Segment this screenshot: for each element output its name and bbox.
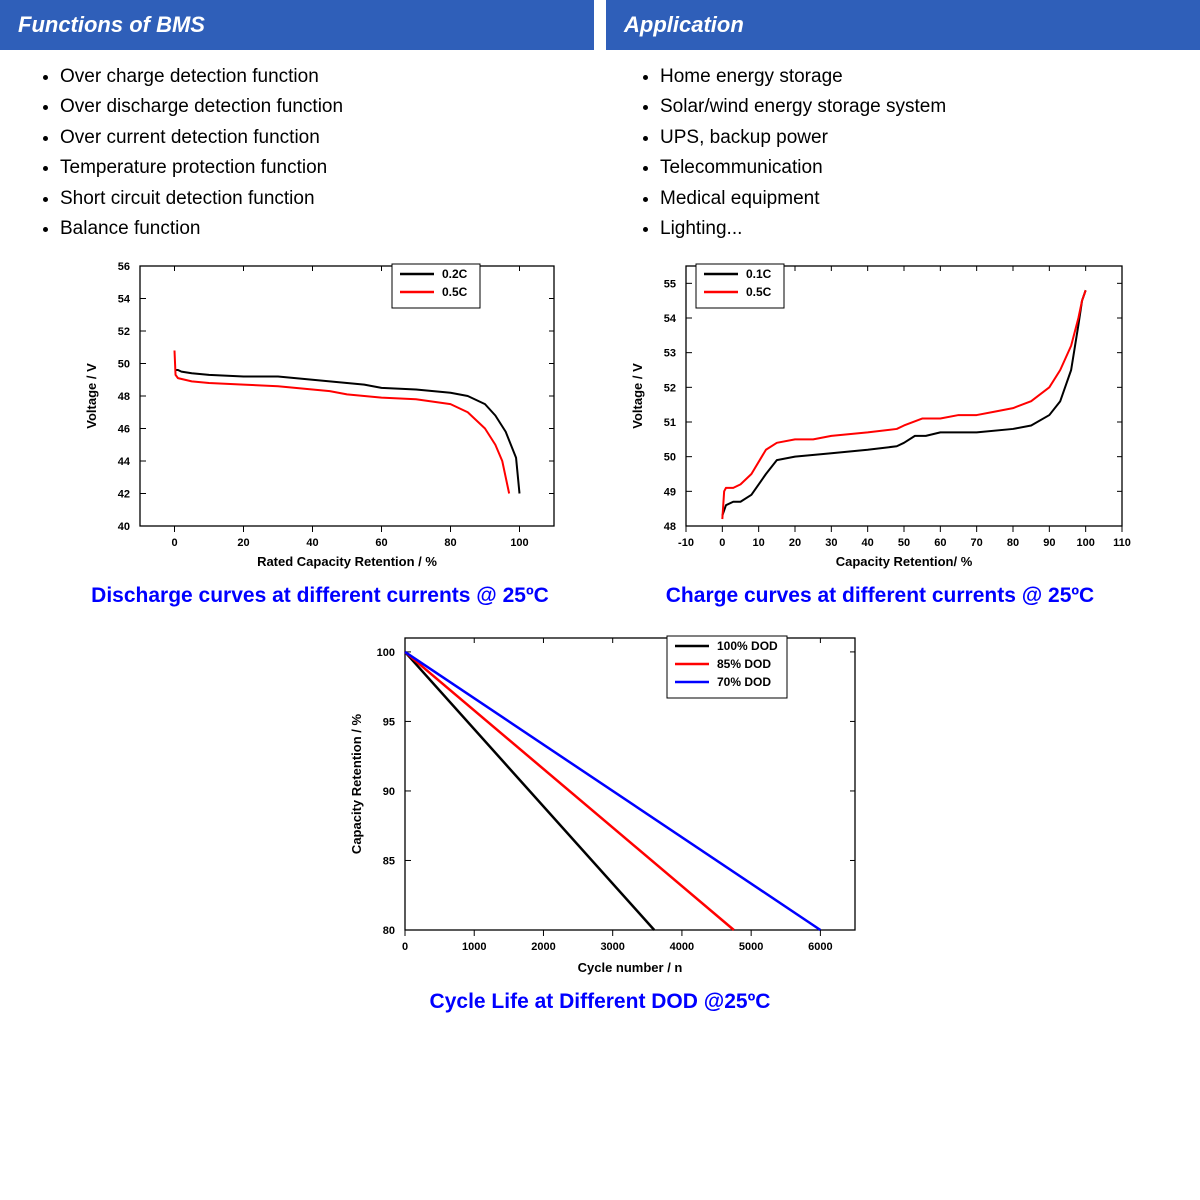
cycle-caption: Cycle Life at Different DOD @25ºC (325, 990, 875, 1014)
bms-functions-title: Functions of BMS (18, 12, 205, 37)
svg-text:46: 46 (118, 424, 130, 436)
svg-text:52: 52 (118, 326, 130, 338)
svg-text:44: 44 (118, 456, 131, 468)
svg-text:100: 100 (510, 537, 528, 549)
bms-functions-item: Over discharge detection function (60, 92, 570, 122)
svg-text:3000: 3000 (600, 941, 624, 953)
svg-text:60: 60 (934, 537, 946, 549)
svg-text:56: 56 (118, 261, 130, 273)
charge-chart: -10 0 10 20 30 40 50 60 70 80 90 100 110 48 49 50 51 52 53… (620, 248, 1140, 608)
application-item: Lighting... (660, 214, 1170, 244)
discharge-caption: Discharge curves at different currents @… (70, 584, 570, 608)
svg-text:55: 55 (664, 279, 676, 291)
bms-functions-item: Short circuit detection function (60, 184, 570, 214)
svg-text:Voltage / V: Voltage / V (630, 363, 645, 429)
svg-text:49: 49 (664, 487, 676, 499)
svg-text:0.2C: 0.2C (442, 267, 468, 281)
svg-text:0.1C: 0.1C (746, 267, 772, 281)
svg-text:20: 20 (237, 537, 249, 549)
bms-functions-list: Over charge detection functionOver disch… (0, 50, 600, 244)
cycle-life-chart: 0 1000 2000 3000 4000 5000 6000 80 85 90 95 100 Cycl… (325, 624, 875, 1014)
svg-text:Voltage / V: Voltage / V (84, 363, 99, 429)
svg-text:Cycle number / n: Cycle number / n (578, 960, 683, 975)
discharge-chart: 0 20 40 60 80 100 40 42 44 46 48 50 52 54 56 Rated Capa… (70, 248, 570, 608)
svg-text:-10: -10 (678, 537, 694, 549)
svg-text:100: 100 (1076, 537, 1094, 549)
bms-functions-item: Over charge detection function (60, 62, 570, 92)
svg-text:100% DOD: 100% DOD (717, 639, 778, 653)
svg-text:0: 0 (719, 537, 725, 549)
bms-functions-header: Functions of BMS (0, 0, 606, 50)
svg-text:6000: 6000 (808, 941, 832, 953)
application-title: Application (624, 12, 744, 37)
svg-text:20: 20 (789, 537, 801, 549)
svg-text:42: 42 (118, 489, 130, 501)
application-header: Application (606, 0, 1200, 50)
svg-text:Rated Capacity Retention / %: Rated Capacity Retention / % (257, 554, 437, 569)
svg-text:50: 50 (898, 537, 910, 549)
application-item: Medical equipment (660, 184, 1170, 214)
svg-text:80: 80 (1007, 537, 1019, 549)
application-item: Home energy storage (660, 62, 1170, 92)
svg-text:50: 50 (118, 359, 130, 371)
svg-text:30: 30 (825, 537, 837, 549)
svg-text:70: 70 (971, 537, 983, 549)
svg-text:95: 95 (383, 717, 395, 729)
svg-text:1000: 1000 (462, 941, 486, 953)
svg-text:90: 90 (1043, 537, 1055, 549)
svg-text:50: 50 (664, 452, 676, 464)
svg-text:54: 54 (664, 313, 677, 325)
svg-text:51: 51 (664, 417, 676, 429)
svg-text:Capacity Retention/ %: Capacity Retention/ % (836, 554, 973, 569)
bms-functions-item: Over current detection function (60, 123, 570, 153)
svg-text:53: 53 (664, 348, 676, 360)
charge-caption: Charge curves at different currents @ 25… (620, 584, 1140, 608)
svg-text:0: 0 (402, 941, 408, 953)
application-list: Home energy storageSolar/wind energy sto… (600, 50, 1200, 244)
svg-text:85: 85 (383, 856, 395, 868)
svg-text:48: 48 (664, 521, 676, 533)
svg-text:52: 52 (664, 383, 676, 395)
svg-text:0.5C: 0.5C (746, 285, 772, 299)
svg-text:48: 48 (118, 391, 130, 403)
svg-text:0: 0 (171, 537, 177, 549)
svg-text:4000: 4000 (670, 941, 694, 953)
svg-text:40: 40 (118, 521, 130, 533)
svg-text:100: 100 (377, 647, 395, 659)
application-item: Solar/wind energy storage system (660, 92, 1170, 122)
svg-text:60: 60 (375, 537, 387, 549)
svg-text:40: 40 (306, 537, 318, 549)
bms-functions-item: Temperature protection function (60, 153, 570, 183)
svg-text:5000: 5000 (739, 941, 763, 953)
svg-text:2000: 2000 (531, 941, 555, 953)
application-item: UPS, backup power (660, 123, 1170, 153)
svg-text:40: 40 (862, 537, 874, 549)
application-item: Telecommunication (660, 153, 1170, 183)
svg-text:54: 54 (118, 294, 131, 306)
svg-text:80: 80 (383, 925, 395, 937)
svg-text:80: 80 (444, 537, 456, 549)
svg-text:110: 110 (1113, 537, 1131, 549)
svg-text:0.5C: 0.5C (442, 285, 468, 299)
svg-text:70% DOD: 70% DOD (717, 675, 771, 689)
svg-text:10: 10 (753, 537, 765, 549)
bms-functions-item: Balance function (60, 214, 570, 244)
svg-text:85% DOD: 85% DOD (717, 657, 771, 671)
svg-text:90: 90 (383, 786, 395, 798)
svg-text:Capacity Retention / %: Capacity Retention / % (349, 714, 364, 855)
